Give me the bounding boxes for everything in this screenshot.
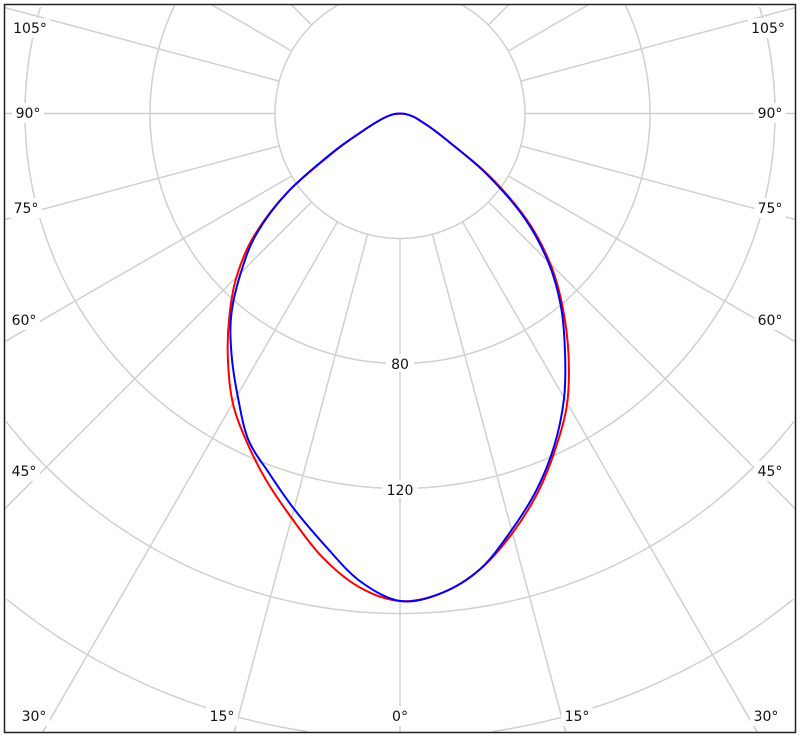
angle-label-bg: [754, 198, 786, 218]
angle-label-bg: [10, 18, 50, 38]
grid-spoke: [431, 234, 567, 733]
angle-label-bg: [750, 706, 782, 726]
angle-label-bottom: 30°: [22, 709, 47, 725]
radial-tick-label: 120: [387, 483, 414, 499]
grid-spoke: [487, 201, 796, 510]
plot-frame: [3, 3, 797, 734]
grid-spoke: [4, 175, 293, 343]
angle-label-bg: [8, 461, 40, 481]
grid-spoke: [211, 4, 293, 52]
angle-label-bg: [754, 103, 786, 123]
angle-label-bg: [18, 706, 50, 726]
angle-label-bottom: 0°: [392, 709, 408, 725]
angle-label-right: 90°: [758, 106, 783, 122]
grid-spoke: [487, 4, 510, 26]
grid-spoke: [4, 6, 280, 82]
grid-spoke: [4, 201, 313, 510]
angle-label-bg: [12, 103, 44, 123]
grid-spoke: [507, 175, 796, 343]
angle-label-bg: [8, 310, 40, 330]
series-curve-2: [229, 112, 567, 603]
angle-label-bg: [206, 706, 238, 726]
grid-spoke: [233, 234, 369, 733]
grid-spoke: [290, 4, 313, 26]
radial-tick-label-120: 120: [382, 480, 418, 499]
angle-label-bg: [561, 706, 593, 726]
angle-label-bottom: 15°: [565, 709, 590, 725]
angle-label-right: 105°: [751, 21, 785, 37]
angle-label-right: 75°: [758, 201, 783, 217]
angle-label-bg: [754, 310, 786, 330]
grid-spoke: [4, 145, 280, 221]
angle-label-bg: [748, 18, 788, 38]
grid-spoke: [461, 221, 758, 733]
grid-spoke: [42, 221, 339, 733]
angle-label-left: 60°: [12, 313, 37, 329]
angle-label-bg: [388, 706, 412, 726]
radial-tick-label-80: 80: [386, 354, 414, 373]
grid-ring: [492, 598, 794, 733]
grid-spoke: [520, 145, 796, 221]
angle-label-left: 75°: [14, 201, 39, 217]
angle-label-right: 45°: [758, 464, 783, 480]
angle-label-left: 45°: [12, 464, 37, 480]
angle-label-left: 90°: [16, 106, 41, 122]
angle-label-bg: [10, 198, 42, 218]
angle-label-bottom: 30°: [754, 709, 779, 725]
radial-tick-label: 80: [391, 357, 409, 373]
angle-label-right: 60°: [758, 313, 783, 329]
angle-label-left: 105°: [13, 21, 47, 37]
series-layer: [226, 112, 570, 603]
grid-ring: [6, 598, 308, 733]
angle-label-bottom: 15°: [210, 709, 235, 725]
grid-spoke: [507, 4, 589, 52]
angle-label-bg: [754, 461, 786, 481]
label-layer: 80 120 105° 90° 75° 60° 45° 105° 90° 75° 60° 45° 3…: [8, 18, 788, 726]
